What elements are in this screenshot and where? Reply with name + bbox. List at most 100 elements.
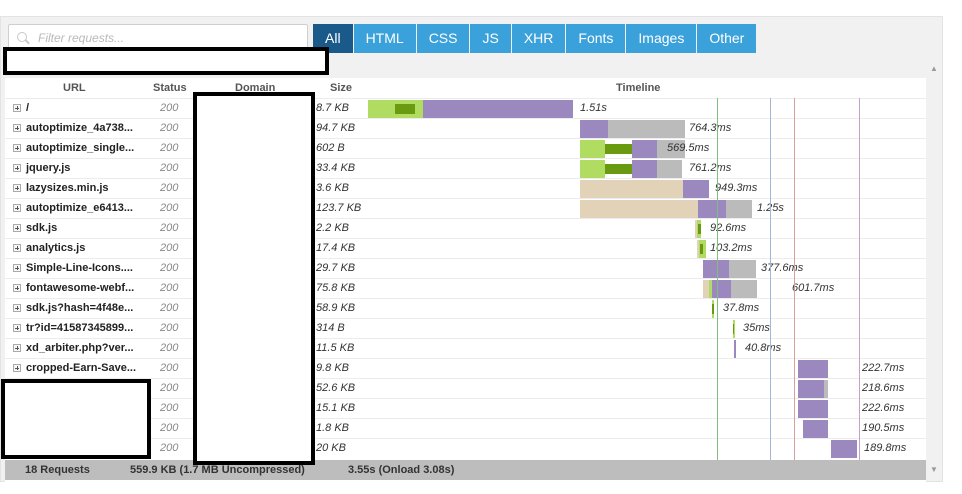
request-status: 200 (160, 282, 179, 294)
request-status: 200 (160, 202, 179, 214)
request-url[interactable]: sdk.js (13, 222, 148, 234)
tab-css[interactable]: CSS (416, 24, 470, 53)
request-url[interactable]: xd_arbiter.php?ver... (13, 342, 148, 354)
table-row[interactable]: 200 52.6 KB 218.6ms (5, 378, 926, 398)
timeline-bar-segment (798, 380, 824, 398)
expand-icon[interactable] (13, 164, 21, 173)
timeline-bar-segment (731, 280, 757, 298)
timeline-bar-segment (703, 280, 709, 298)
expand-icon[interactable] (13, 284, 21, 293)
timeline-bar-segment (709, 280, 712, 298)
timeline-bar-segment (580, 140, 605, 158)
request-url[interactable]: / (13, 102, 148, 114)
expand-icon[interactable] (13, 244, 21, 253)
table-row[interactable]: 200 15.1 KB 222.6ms (5, 398, 926, 418)
request-url[interactable]: tr?id=41587345899... (13, 322, 148, 334)
request-url-text: lazysizes.min.js (26, 182, 109, 194)
timeline-bar-segment (580, 200, 698, 218)
table-row[interactable]: analytics.js 200 17.4 KB 103.2ms (5, 238, 926, 258)
redaction-box (1, 379, 151, 459)
timeline-bar-segment (712, 304, 714, 314)
table-row[interactable]: xd_arbiter.php?ver... 200 11.5 KB 40.8ms (5, 338, 926, 358)
timeline-bar-segment (803, 420, 828, 438)
table-row[interactable]: cropped-Earn-Save... 200 9.8 KB 222.7ms (5, 358, 926, 378)
table-row[interactable]: jquery.js 200 33.4 KB 761.2ms (5, 158, 926, 178)
redaction-box (3, 47, 329, 75)
request-time-label: 218.6ms (862, 382, 905, 394)
table-row[interactable]: sdk.js?hash=4f48e... 200 58.9 KB 37.8ms (5, 298, 926, 318)
table-row[interactable]: Simple-Line-Icons.... 200 29.7 KB 377.6ms (5, 258, 926, 278)
request-time-label: 40.8ms (745, 342, 782, 354)
timeline-bar-segment (580, 180, 683, 198)
status-column-header[interactable]: Status (153, 82, 187, 94)
timeline-bar-segment (695, 220, 697, 238)
request-time-label: 190.5ms (862, 422, 905, 434)
timeline-bar-segment (605, 164, 632, 174)
expand-icon[interactable] (13, 204, 21, 213)
request-url-text: sdk.js (26, 222, 58, 234)
timeline-bar-segment (605, 144, 632, 154)
table-row[interactable]: autoptimize_single... 200 602 B 569.5ms (5, 138, 926, 158)
table-row[interactable]: autoptimize_4a738... 200 94.7 KB 764.3ms (5, 118, 926, 138)
tab-other[interactable]: Other (697, 24, 757, 53)
expand-icon[interactable] (13, 144, 21, 153)
tab-js[interactable]: JS (470, 24, 511, 53)
size-column-header[interactable]: Size (330, 82, 353, 94)
request-url[interactable]: analytics.js (13, 242, 148, 254)
request-url[interactable]: autoptimize_e6413... (13, 202, 148, 214)
request-url[interactable]: jquery.js (13, 162, 148, 174)
tab-html[interactable]: HTML (353, 24, 416, 53)
request-url-text: jquery.js (26, 162, 71, 174)
expand-icon[interactable] (13, 124, 21, 133)
timeline-column-header: Timeline (616, 82, 661, 94)
total-size: 559.9 KB (1.7 MB Uncompressed) (130, 464, 305, 476)
request-status: 200 (160, 402, 179, 414)
expand-icon[interactable] (13, 364, 21, 373)
timeline-bar-segment (703, 260, 729, 278)
table-row[interactable]: tr?id=41587345899... 200 314 B 35ms (5, 318, 926, 338)
expand-icon[interactable] (13, 264, 21, 273)
expand-icon[interactable] (13, 224, 21, 233)
expand-icon[interactable] (13, 104, 21, 113)
request-time-label: 103.2ms (710, 242, 753, 254)
request-status: 200 (160, 102, 179, 114)
tab-xhr[interactable]: XHR (511, 24, 566, 53)
domain-column-header[interactable]: Domain (235, 82, 276, 94)
request-url[interactable]: autoptimize_4a738... (13, 122, 148, 134)
request-url[interactable]: sdk.js?hash=4f48e... (13, 302, 148, 314)
timeline-bar-segment (831, 440, 857, 458)
request-size: 94.7 KB (316, 122, 356, 134)
request-url[interactable]: autoptimize_single... (13, 142, 148, 154)
scroll-up-arrow[interactable]: ▲ (930, 64, 938, 73)
expand-icon[interactable] (13, 324, 21, 333)
request-size: 52.6 KB (316, 382, 356, 394)
table-row[interactable]: 200 1.8 KB 190.5ms (5, 418, 926, 438)
expand-icon[interactable] (13, 184, 21, 193)
url-column-header[interactable]: URL (63, 82, 86, 94)
table-header: URL Status Domain Size Timeline (5, 78, 926, 98)
table-row[interactable]: lazysizes.min.js 200 3.6 KB 949.3ms (5, 178, 926, 198)
timeline-bar-segment (733, 324, 734, 334)
timeline-bar-segment (798, 360, 828, 378)
scroll-down-arrow[interactable]: ▼ (930, 465, 938, 474)
table-row[interactable]: sdk.js 200 2.2 KB 92.6ms (5, 218, 926, 238)
table-row[interactable]: 200 20 KB 189.8ms (5, 438, 926, 458)
table-row[interactable]: fontawesome-webf... 200 75.8 KB 601.7ms (5, 278, 926, 298)
request-time-label: 761.2ms (689, 162, 732, 174)
request-size: 3.6 KB (316, 182, 350, 194)
request-url[interactable]: cropped-Earn-Save... (13, 362, 148, 374)
request-status: 200 (160, 262, 179, 274)
request-size: 15.1 KB (316, 402, 356, 414)
request-url[interactable]: fontawesome-webf... (13, 282, 148, 294)
request-url[interactable]: lazysizes.min.js (13, 182, 148, 194)
timeline-bar-segment (697, 240, 699, 258)
filter-input[interactable] (38, 31, 288, 45)
expand-icon[interactable] (13, 304, 21, 313)
tab-fonts[interactable]: Fonts (566, 24, 626, 53)
request-size: 33.4 KB (316, 162, 356, 174)
request-url[interactable]: Simple-Line-Icons.... (13, 262, 148, 274)
table-row[interactable]: / 200 8.7 KB 1.51s (5, 98, 926, 118)
tab-images[interactable]: Images (626, 24, 697, 53)
expand-icon[interactable] (13, 344, 21, 353)
